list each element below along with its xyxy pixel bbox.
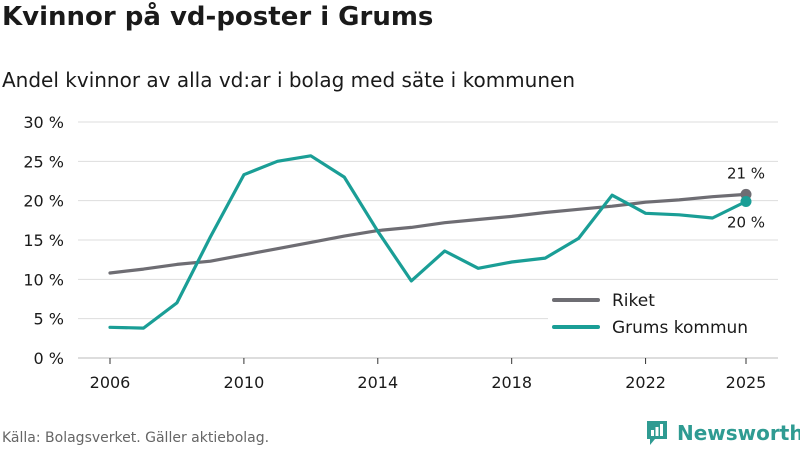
- source-note: Källa: Bolagsverket. Gäller aktiebolag.: [2, 430, 270, 446]
- series-endpoint-grums-kommun: [740, 195, 752, 207]
- y-tick-label: 5 %: [34, 310, 64, 329]
- y-tick-label: 0 %: [34, 349, 64, 368]
- page-title: Kvinnor på vd-poster i Grums: [2, 2, 434, 32]
- y-tick-label: 30 %: [23, 113, 64, 132]
- newsworthy-logo-icon: [647, 421, 667, 445]
- x-tick-label: 2025: [726, 373, 767, 392]
- y-tick-label: 10 %: [23, 270, 64, 289]
- x-tick-label: 2010: [224, 373, 265, 392]
- brand-name: Newsworthy: [677, 421, 800, 445]
- line-chart: 0 % 5 % 10 % 15 % 20 % 25 % 30 % 2006 2010 2014 20…: [23, 113, 778, 392]
- series-line-grums-kommun: [108, 154, 748, 330]
- x-tick-label: 2022: [625, 373, 666, 392]
- y-tick-label: 25 %: [23, 152, 64, 171]
- data-label-riket: 21 %: [727, 164, 765, 182]
- chart-subtitle: Andel kvinnor av alla vd:ar i bolag med …: [2, 68, 575, 92]
- brand-logo[interactable]: Newsworthy: [645, 418, 800, 448]
- data-label-grums-kommun: 20 %: [727, 213, 765, 231]
- y-tick-label: 20 %: [23, 192, 64, 211]
- legend-label-riket: Riket: [612, 291, 655, 311]
- x-tick-label: 2018: [491, 373, 532, 392]
- x-tick-label: 2006: [90, 373, 131, 392]
- y-tick-label: 15 %: [23, 231, 64, 250]
- series-line-riket: [108, 192, 748, 275]
- legend-background: [548, 284, 778, 346]
- x-tick-label: 2014: [357, 373, 398, 392]
- legend-label-grums-kommun: Grums kommun: [612, 318, 748, 338]
